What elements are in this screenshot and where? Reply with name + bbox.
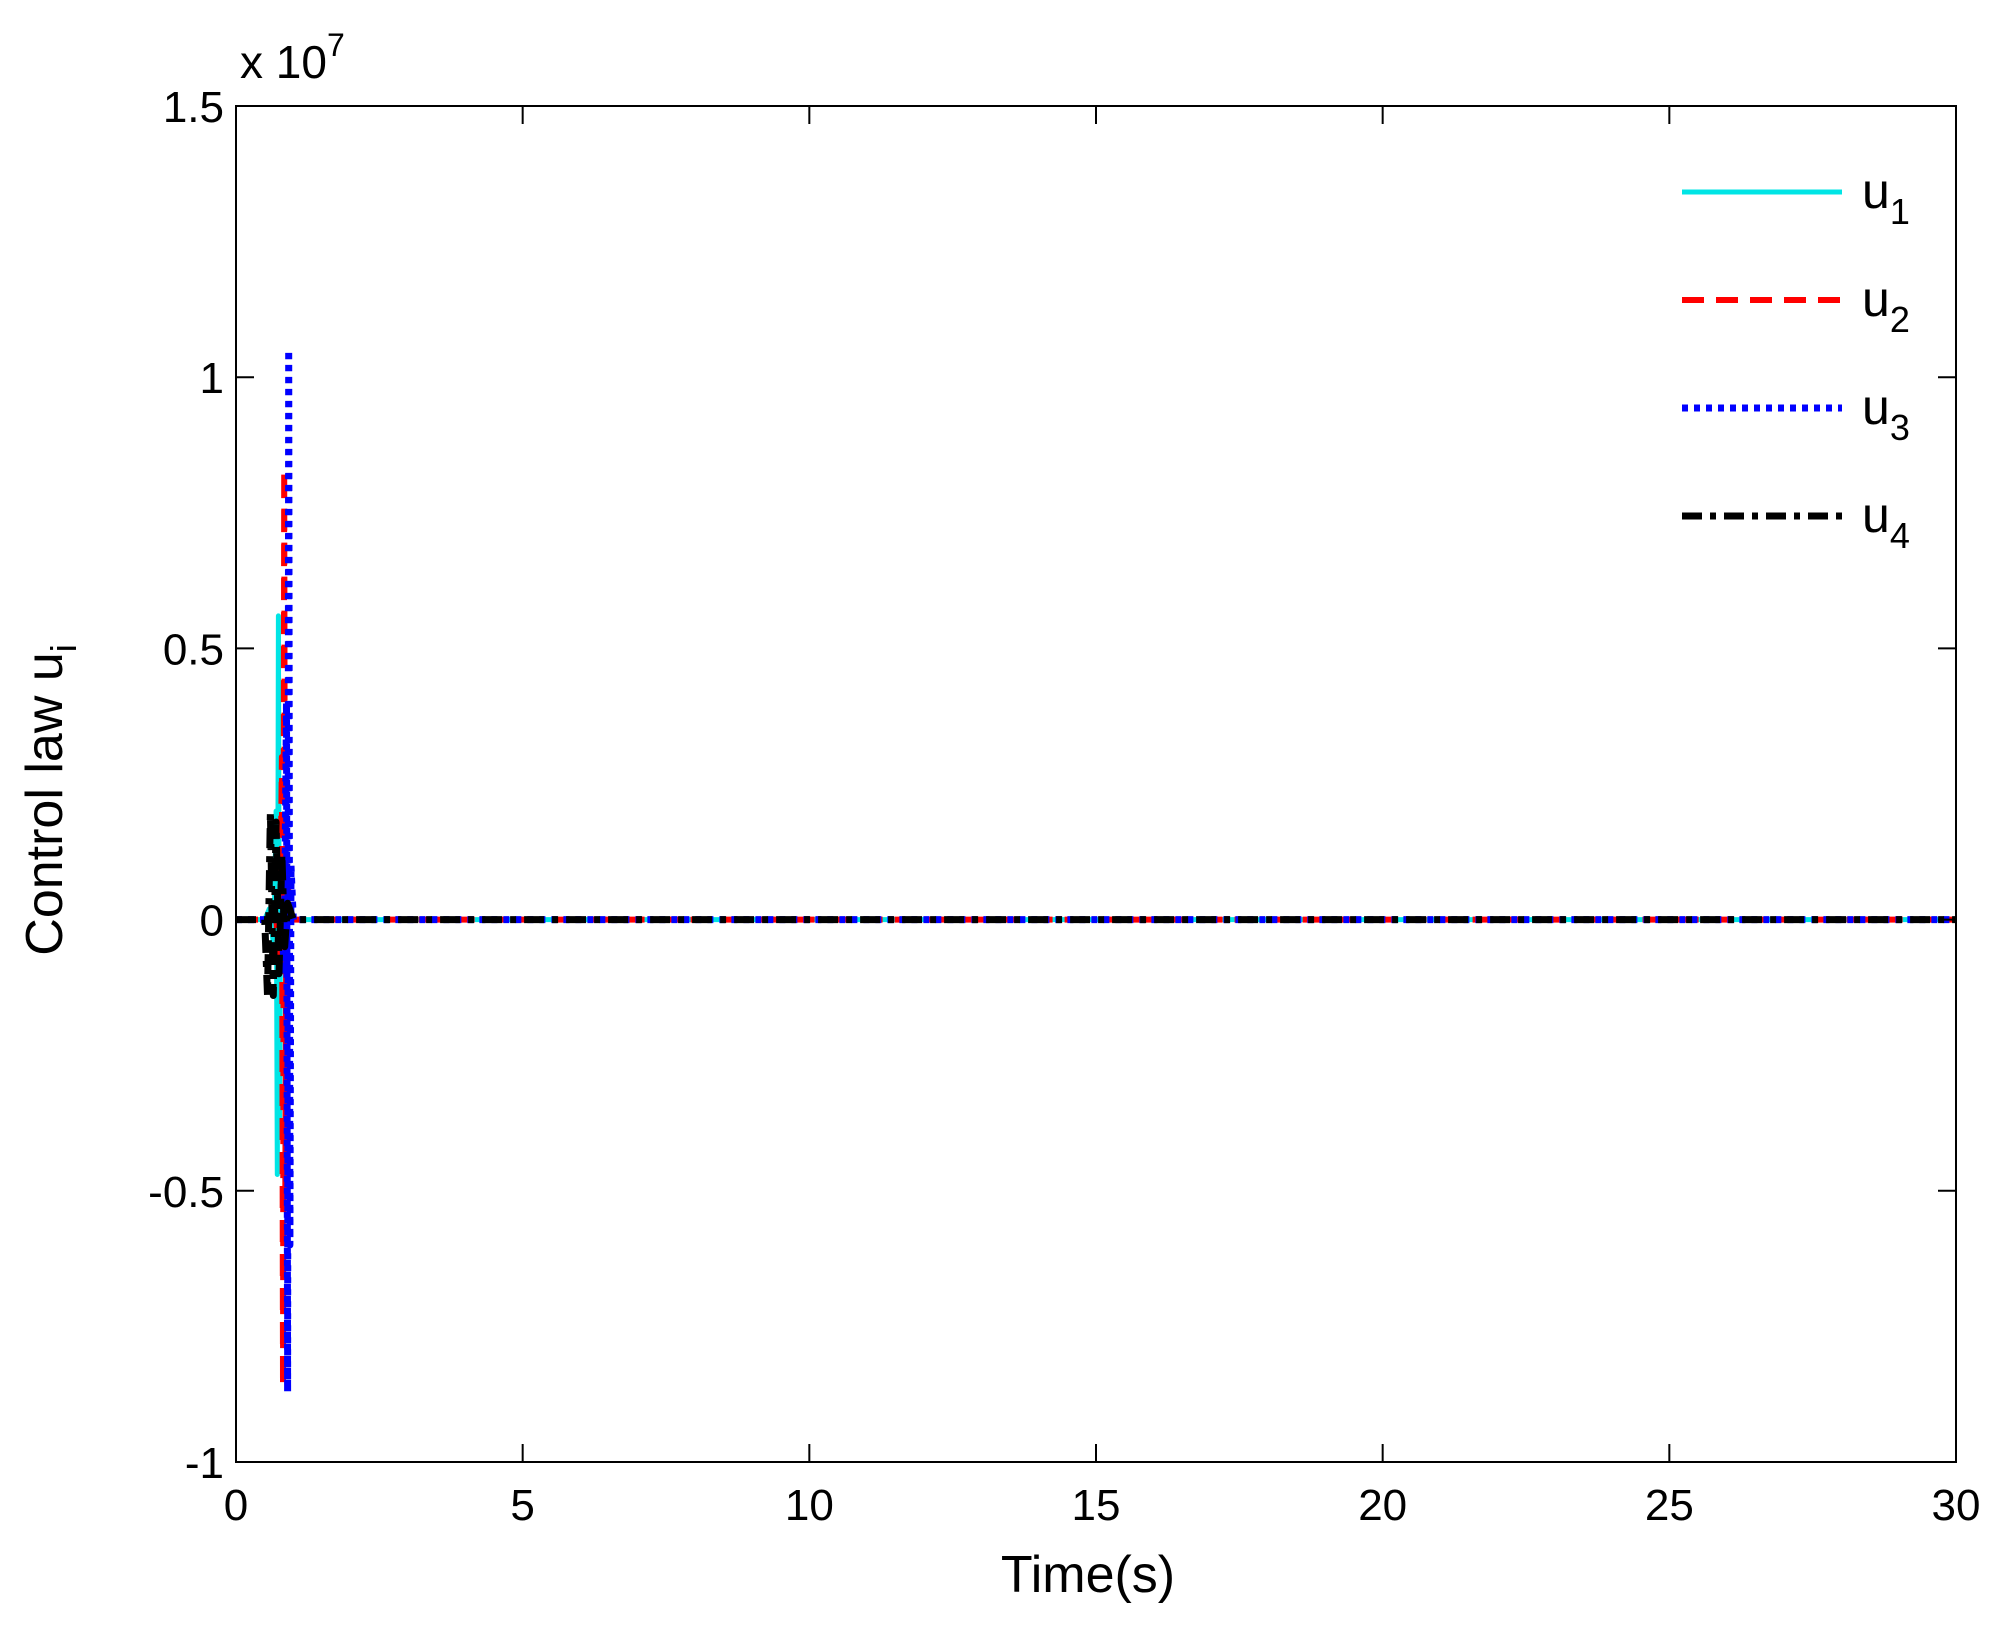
- x-axis-label: Time(s): [1001, 1546, 1175, 1604]
- x-tick-label: 0: [224, 1481, 248, 1530]
- legend-label-u4: u4: [1862, 487, 1910, 556]
- y-axis-label-text: Control law u: [16, 652, 74, 955]
- x-tick-label: 15: [1072, 1481, 1121, 1530]
- y-tick-label: -0.5: [148, 1168, 224, 1217]
- y-axis-label-subscript: i: [43, 644, 84, 652]
- y-tick-label: 0: [200, 897, 224, 946]
- y-tick-label: 1.5: [163, 83, 224, 132]
- x-tick-label: 25: [1645, 1481, 1694, 1530]
- y-axis-label: Control law ui: [16, 644, 84, 955]
- legend-label-u3: u3: [1862, 379, 1910, 448]
- x-tick-label: 30: [1932, 1481, 1981, 1530]
- x-tick-label: 20: [1358, 1481, 1407, 1530]
- y-multiplier-prefix: x 10: [240, 36, 327, 88]
- x-tick-label: 10: [785, 1481, 834, 1530]
- y-multiplier: x 107: [240, 27, 345, 88]
- y-tick-label: -1: [185, 1439, 224, 1488]
- series-line-u4: [236, 807, 1956, 999]
- legend-label-u1: u1: [1862, 163, 1910, 232]
- x-tick-label: 5: [510, 1481, 534, 1530]
- y-tick-label: 1: [200, 354, 224, 403]
- legend: u1 u2 u3 u4: [1682, 163, 1910, 556]
- y-tick-label: 0.5: [163, 625, 224, 674]
- y-multiplier-exponent: 7: [327, 27, 345, 63]
- legend-label-u2: u2: [1862, 271, 1910, 340]
